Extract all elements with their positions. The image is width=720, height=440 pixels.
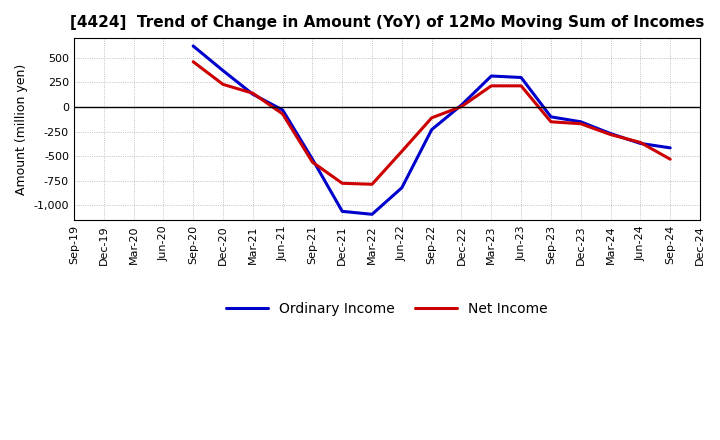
Line: Ordinary Income: Ordinary Income xyxy=(193,46,670,214)
Ordinary Income xyxy=(606,131,615,136)
Ordinary Income xyxy=(308,157,317,162)
Net Income xyxy=(487,83,495,88)
Net Income xyxy=(397,149,406,154)
Net Income xyxy=(189,59,197,64)
Ordinary Income xyxy=(368,212,377,217)
Ordinary Income xyxy=(577,119,585,125)
Net Income xyxy=(636,140,644,145)
Ordinary Income xyxy=(428,127,436,132)
Ordinary Income xyxy=(457,103,466,108)
Net Income xyxy=(279,111,287,117)
Net Income xyxy=(546,119,555,125)
Net Income xyxy=(428,115,436,121)
Net Income xyxy=(577,121,585,126)
Ordinary Income xyxy=(517,75,526,80)
Line: Net Income: Net Income xyxy=(193,62,670,184)
Ordinary Income xyxy=(636,141,644,146)
Net Income xyxy=(219,82,228,87)
Ordinary Income xyxy=(219,68,228,73)
Ordinary Income xyxy=(546,114,555,120)
Ordinary Income xyxy=(248,92,257,97)
Net Income xyxy=(368,182,377,187)
Ordinary Income xyxy=(189,44,197,49)
Net Income xyxy=(338,181,346,186)
Net Income xyxy=(666,157,675,162)
Legend: Ordinary Income, Net Income: Ordinary Income, Net Income xyxy=(220,296,554,322)
Ordinary Income xyxy=(487,73,495,79)
Y-axis label: Amount (million yen): Amount (million yen) xyxy=(15,63,28,195)
Net Income xyxy=(308,159,317,165)
Ordinary Income xyxy=(666,145,675,150)
Net Income xyxy=(517,83,526,88)
Ordinary Income xyxy=(338,209,346,214)
Ordinary Income xyxy=(279,107,287,113)
Net Income xyxy=(248,91,257,96)
Title: [4424]  Trend of Change in Amount (YoY) of 12Mo Moving Sum of Incomes: [4424] Trend of Change in Amount (YoY) o… xyxy=(70,15,704,30)
Net Income xyxy=(457,104,466,109)
Net Income xyxy=(606,132,615,137)
Ordinary Income xyxy=(397,185,406,191)
